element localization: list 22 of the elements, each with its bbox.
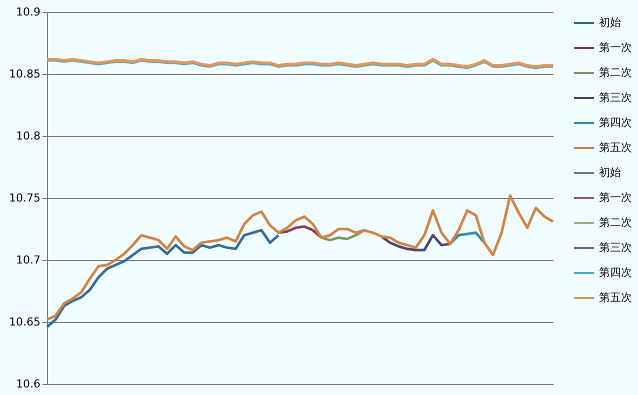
legend-label: 第四次 (599, 266, 632, 279)
y-tick-label: 10.8 (16, 130, 40, 142)
y-tick-label: 10.65 (9, 316, 40, 328)
line-series (380, 234, 452, 252)
y-tick-label: 10.85 (9, 68, 40, 80)
legend-label: 初始 (599, 16, 621, 29)
legend-label: 初始 (599, 166, 621, 179)
y-tick-label: 10.9 (16, 6, 40, 18)
y-tick-label: 10.6 (16, 378, 40, 390)
legend-label: 第二次 (599, 66, 632, 79)
legend-label: 第五次 (599, 141, 632, 154)
legend-label: 第二次 (599, 216, 632, 229)
legend-label: 第三次 (599, 241, 632, 254)
line-series (46, 228, 280, 328)
legend-label: 第一次 (599, 41, 632, 54)
legend-label: 第三次 (599, 91, 632, 104)
legend-label: 第四次 (599, 116, 632, 129)
y-tick-label: 10.75 (9, 192, 40, 204)
line-series (46, 194, 554, 321)
legend-label: 第五次 (599, 291, 632, 304)
legend-label: 第一次 (599, 191, 632, 204)
y-tick-label: 10.7 (16, 254, 40, 266)
